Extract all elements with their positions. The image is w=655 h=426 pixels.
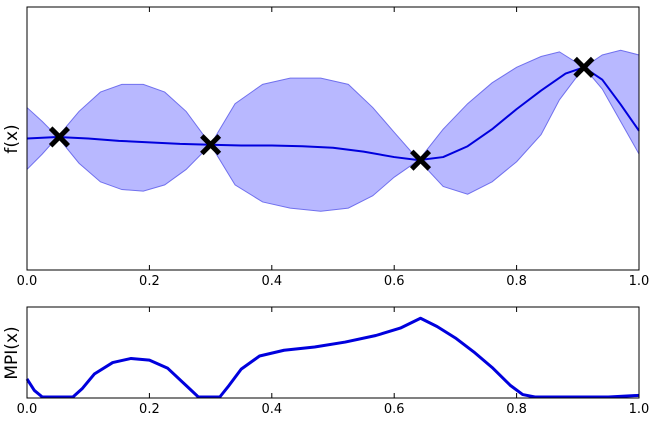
x-tick-label: 0.4 (261, 402, 282, 417)
observation-marker (573, 56, 595, 78)
x-tick-label: 0.8 (506, 274, 527, 289)
x-tick-label: 0.4 (261, 274, 282, 289)
mean-line (26, 66, 640, 162)
observation-marker (409, 149, 432, 171)
plot-frame (26, 306, 640, 399)
y-axis-label: MPI(x) (2, 326, 22, 379)
x-tick-label: 0.6 (384, 402, 405, 417)
bottom-plot: 0.0 0.2 0.4 0.6 0.8 1.0 MPI(x) (2, 306, 650, 417)
x-tick-label: 0.2 (139, 402, 160, 417)
x-tick-label: 0.0 (17, 402, 38, 417)
x-tick-label: 1.0 (629, 402, 650, 417)
x-tick-label: 0.0 (17, 274, 38, 289)
x-tick-label: 0.8 (506, 402, 527, 417)
top-plot: 0.0 0.2 0.4 0.6 0.8 1.0 f(x) (2, 6, 650, 289)
x-tick-label: 1.0 (629, 274, 650, 289)
confidence-band (27, 50, 639, 212)
y-axis-label: f(x) (2, 124, 22, 153)
mpi-line (25, 316, 640, 399)
x-tick-label: 0.6 (384, 274, 405, 289)
observation-marker (200, 134, 222, 156)
x-tick-label: 0.2 (139, 274, 160, 289)
band-lower-edge (26, 66, 640, 212)
plot-frame (26, 6, 640, 271)
band-upper-edge (26, 49, 640, 161)
observation-marker (48, 126, 70, 148)
